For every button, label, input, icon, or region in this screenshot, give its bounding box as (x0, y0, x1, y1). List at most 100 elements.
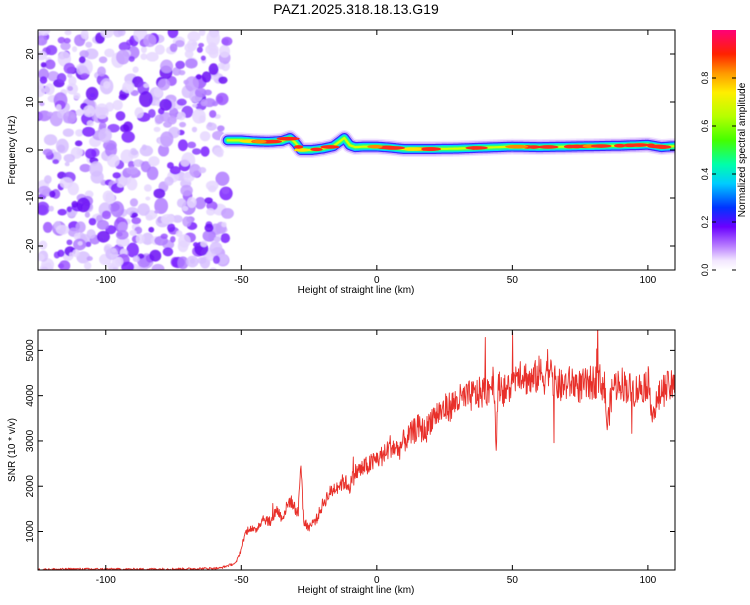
noise-speckle (197, 256, 207, 264)
noise-speckle (115, 230, 129, 240)
noise-speckle (194, 87, 207, 98)
noise-speckle (38, 50, 48, 61)
noise-speckle (153, 86, 163, 98)
noise-speckle (39, 263, 54, 270)
noise-speckle (127, 160, 135, 169)
noise-speckle (154, 210, 160, 214)
noise-speckle (206, 122, 217, 131)
noise-speckle (151, 263, 165, 270)
figure-title: PAZ1.2025.318.18.13.G19 (273, 1, 439, 17)
noise-speckle (85, 148, 97, 160)
top-y-axis: -20 -10 0 10 20 (25, 48, 675, 253)
signal-hotspot (613, 143, 626, 148)
noise-speckle (206, 30, 221, 47)
noise-speckle (77, 241, 83, 246)
noise-speckle (143, 83, 150, 88)
noise-speckle (73, 232, 81, 241)
noise-speckle (129, 229, 137, 237)
noise-speckle (39, 76, 48, 84)
y-tick-label: -10 (25, 190, 36, 205)
noise-speckle (45, 45, 58, 56)
noise-speckle (116, 49, 130, 65)
noise-speckle (70, 114, 76, 119)
noise-speckle (72, 249, 80, 258)
noise-speckle (221, 207, 234, 219)
noise-speckle (167, 223, 176, 233)
x-tick-label: -50 (234, 575, 249, 586)
noise-speckle (198, 115, 206, 123)
noise-speckle (184, 49, 194, 59)
noise-speckle (198, 166, 207, 174)
noise-speckle (85, 41, 93, 48)
noise-speckle (176, 198, 187, 208)
noise-speckle (71, 46, 78, 53)
snr-panel: -100 -50 0 50 100 1000 2000 3000 4000 5000 Heigh… (7, 329, 676, 596)
colorbar-ticks: 0.0 0.2 0.4 0.6 0.8 (700, 72, 736, 276)
noise-speckle (169, 43, 178, 53)
noise-speckle (170, 236, 176, 243)
noise-speckle (145, 196, 151, 201)
noise-speckle (216, 95, 224, 104)
noise-region (38, 30, 234, 270)
noise-speckle (219, 44, 231, 58)
top-y-axis-label: Frequency (Hz) (7, 116, 18, 185)
noise-speckle (186, 255, 199, 268)
colorbar-tick-label: 0.2 (700, 216, 710, 229)
noise-speckle (132, 255, 140, 263)
noise-speckle (220, 233, 231, 244)
noise-speckle (175, 60, 185, 70)
noise-speckle (209, 241, 223, 255)
noise-speckle (131, 217, 142, 225)
noise-speckle (83, 105, 96, 117)
noise-speckle (186, 197, 197, 208)
noise-speckle (146, 166, 159, 181)
noise-speckle (157, 144, 170, 157)
noise-speckle (177, 111, 186, 121)
bottom-x-axis-label: Height of straight line (km) (298, 585, 415, 596)
signal-trace (219, 130, 675, 158)
noise-speckle (160, 233, 168, 240)
noise-speckle (192, 148, 202, 155)
noise-speckle (175, 39, 185, 48)
noise-speckle (63, 37, 71, 44)
y-tick-label: 0 (25, 147, 36, 153)
noise-speckle (47, 111, 54, 117)
noise-speckle (117, 181, 125, 188)
signal-hotspot (263, 139, 282, 144)
noise-speckle (107, 123, 120, 133)
noise-speckle (84, 48, 99, 60)
noise-speckle (143, 184, 152, 192)
noise-speckle (159, 98, 173, 111)
noise-speckle (44, 59, 56, 70)
noise-speckle (200, 240, 208, 248)
noise-speckle (126, 242, 139, 258)
noise-speckle (101, 210, 112, 220)
noise-speckle (83, 261, 92, 270)
noise-speckle (57, 208, 67, 216)
snr-background (38, 330, 675, 570)
x-tick-label: 100 (640, 275, 657, 286)
snr-frame (37, 329, 676, 571)
noise-speckle (180, 184, 193, 197)
signal-hotspot (310, 147, 323, 152)
noise-speckle (130, 149, 139, 156)
bottom-y-axis: 1000 2000 3000 4000 5000 (25, 339, 675, 543)
noise-speckle (78, 56, 86, 64)
colorbar-label: Normalized spectral amplitude (737, 82, 748, 217)
noise-speckle (89, 92, 96, 98)
signal-hotspot (590, 144, 612, 148)
noise-speckle (212, 255, 221, 264)
noise-speckle (85, 241, 92, 248)
noise-speckle (143, 33, 157, 48)
noise-speckle (154, 44, 165, 55)
noise-speckle (121, 261, 135, 270)
noise-speckle (44, 175, 52, 184)
noise-speckle (76, 65, 88, 76)
noise-speckle (201, 71, 212, 83)
noise-speckle (86, 120, 94, 127)
signal-hotspot (421, 147, 441, 151)
noise-speckle (135, 233, 145, 244)
colorbar-gradient (712, 30, 736, 270)
